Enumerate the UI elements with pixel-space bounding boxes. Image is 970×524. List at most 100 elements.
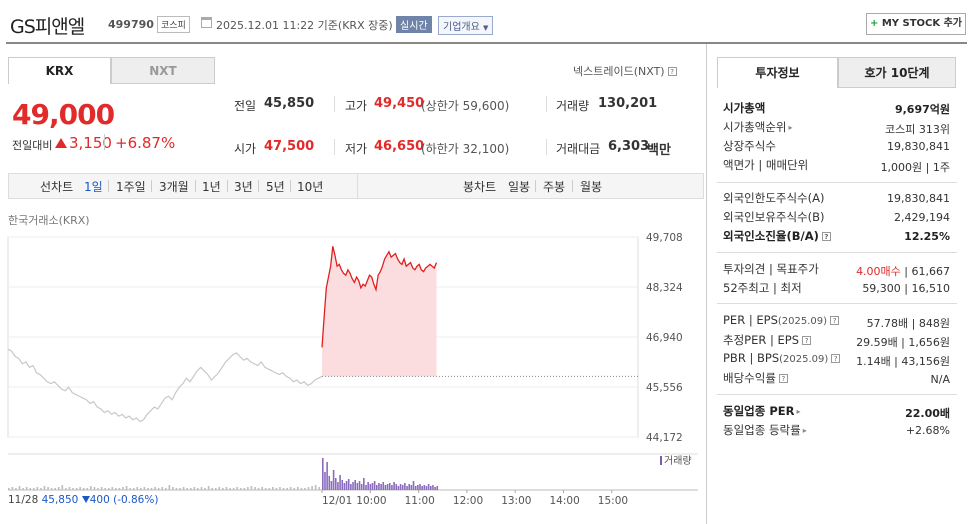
x-tick-label: 10:00	[356, 495, 386, 507]
y-tick-label: 45,556	[646, 382, 683, 394]
chart-source: 한국거래소(KRX)	[8, 214, 90, 227]
volume-bar	[382, 482, 385, 490]
volume-bar	[175, 488, 178, 490]
volume-bar	[279, 487, 281, 490]
foreign-holding-value: 2,429,194	[894, 211, 950, 224]
volume-bar	[395, 484, 398, 490]
volume-bar	[293, 488, 296, 490]
volume-bar	[122, 487, 124, 490]
volume-bar	[143, 487, 146, 490]
chevron-right-icon: ▸	[802, 426, 807, 435]
industry-change-label[interactable]: 동일업종 등락률 ▸	[723, 422, 807, 438]
candle-monthly[interactable]: 월봉	[580, 180, 603, 194]
chevron-right-icon: ▸	[788, 123, 793, 132]
volume-bar	[232, 488, 235, 490]
candle-daily[interactable]: 일봉	[508, 180, 531, 194]
volume-bar	[222, 488, 224, 490]
down-triangle-icon	[81, 496, 90, 503]
stock-name: GS피앤엘	[10, 16, 85, 38]
volume-bar	[393, 482, 395, 490]
period-1y[interactable]: 1년	[202, 180, 221, 194]
volume-bar	[367, 482, 369, 490]
pbr-bps-value: 1.14배 | 43,156원	[856, 355, 950, 368]
volume-bar	[22, 488, 24, 490]
divider	[195, 180, 196, 192]
volume-bar	[380, 484, 382, 490]
volume-bar	[254, 487, 256, 490]
period-10y[interactable]: 10년	[297, 180, 324, 194]
volume-legend: 거래량	[660, 452, 692, 467]
volume-bar	[90, 486, 92, 490]
prev-day-line	[7, 348, 323, 423]
volume-bar	[358, 481, 361, 490]
volume-bar	[118, 488, 121, 490]
volume-bar	[65, 488, 67, 490]
par-value-label: 액면가 | 매매단위	[723, 158, 809, 172]
per-eps-text: PER | EPS	[723, 313, 778, 327]
foreign-holding-label: 외국인보유주식수(B)	[723, 210, 825, 224]
volume-bar	[297, 487, 299, 490]
period-5y[interactable]: 5년	[266, 180, 285, 194]
foreign-limit-value: 19,830,841	[887, 192, 950, 205]
help-icon[interactable]: ?	[802, 336, 812, 345]
tab-orderbook[interactable]: 호가 10단계	[838, 57, 956, 88]
volume-bar	[388, 483, 391, 490]
realtime-button[interactable]: 실시간	[396, 16, 432, 33]
volume-bar	[15, 488, 17, 490]
volume-bar	[32, 488, 35, 490]
help-icon[interactable]: ?	[821, 232, 831, 241]
nxt-link[interactable]: 넥스트레이드(NXT)?	[573, 63, 677, 79]
period-1d[interactable]: 1일	[84, 180, 103, 194]
volume-swatch	[660, 456, 662, 465]
divider	[258, 180, 259, 192]
dividend-yield-value: N/A	[930, 373, 950, 386]
volume-bar	[419, 484, 421, 490]
par-value-value: 1,000원 | 1주	[880, 161, 950, 174]
volume-bar	[436, 486, 439, 490]
volume-bar	[47, 487, 49, 490]
period-1w[interactable]: 1주일	[116, 180, 146, 194]
volume-bar	[72, 488, 74, 490]
divider	[227, 180, 228, 192]
volume-bar	[218, 487, 221, 490]
volume-bar	[314, 485, 317, 490]
volume-bar	[140, 488, 142, 490]
company-info-label: 기업개요	[443, 22, 480, 33]
add-mystock-button[interactable]: + MY STOCK 추가	[866, 13, 966, 35]
company-info-dropdown[interactable]: 기업개요 ▼	[438, 16, 494, 35]
volume-bar	[204, 488, 206, 490]
industry-per-label[interactable]: 동일업종 PER ▸	[723, 403, 800, 419]
divider	[546, 96, 547, 112]
volume-bar	[337, 482, 339, 490]
volume-bar	[300, 488, 303, 490]
market-cap-rank-label[interactable]: 시가총액순위 ▸	[723, 119, 793, 135]
tab-nxt[interactable]: NXT	[111, 57, 215, 84]
price-chart[interactable]: 49,708 48,324 46,940 45,556 44,172 12/01 10:00…	[6, 222, 706, 512]
market-cap-rank-text: 시가총액순위	[723, 120, 787, 134]
volume-bar	[125, 486, 128, 490]
volume-bar	[401, 485, 404, 490]
period-3m[interactable]: 3개월	[159, 180, 189, 194]
volume-bar	[289, 487, 292, 490]
52w-value: 59,300 | 16,510	[862, 282, 950, 295]
help-icon[interactable]: ?	[778, 374, 788, 383]
low-label: 저가	[345, 142, 368, 156]
volume-bar	[371, 483, 374, 490]
amount-label: 거래대금	[556, 142, 601, 156]
divider	[535, 180, 536, 192]
tab-krx[interactable]: KRX	[8, 57, 111, 84]
volume-bar	[417, 485, 419, 490]
help-icon[interactable]: ?	[667, 67, 677, 76]
dividend-yield-text: 배당수익률	[723, 371, 776, 385]
volume-bar	[322, 458, 324, 490]
tab-invest-info[interactable]: 투자정보	[717, 57, 838, 88]
candle-chart-label: 봉차트	[463, 180, 497, 194]
help-icon[interactable]: ?	[830, 316, 840, 325]
volume-bar	[18, 486, 21, 490]
period-3y[interactable]: 3년	[234, 180, 253, 194]
volume-bar	[129, 488, 131, 490]
help-icon[interactable]: ?	[831, 354, 841, 363]
line-chart-label: 선차트	[40, 180, 74, 194]
candle-weekly[interactable]: 주봉	[543, 180, 566, 194]
divider	[717, 182, 957, 183]
